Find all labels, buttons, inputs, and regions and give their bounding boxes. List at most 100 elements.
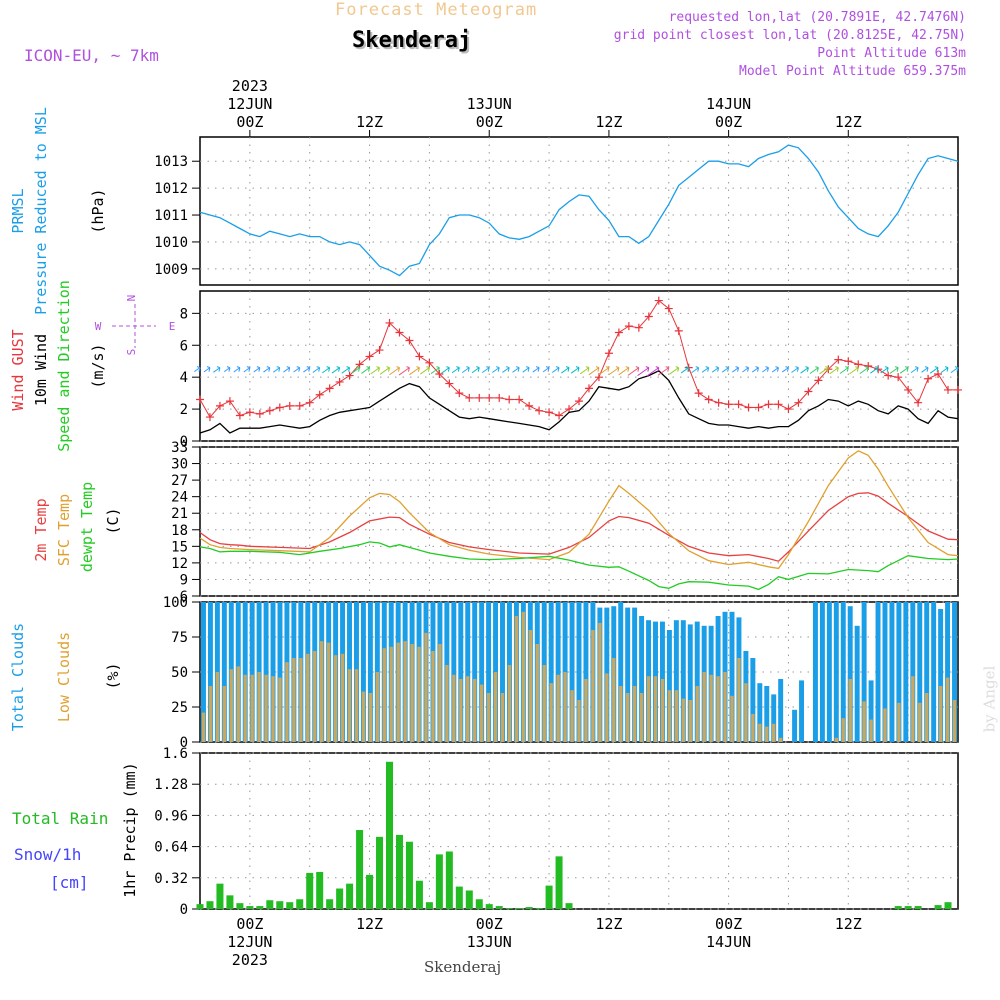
wind-direction-arrow bbox=[627, 366, 640, 376]
low-clouds-bar bbox=[257, 672, 261, 742]
low-clouds-bar bbox=[716, 676, 720, 742]
wind-direction-arrow bbox=[293, 366, 301, 373]
gust-point bbox=[934, 369, 943, 378]
rain-bar bbox=[455, 886, 463, 909]
precip-panel-frame bbox=[199, 752, 959, 910]
low-clouds-bar bbox=[674, 690, 679, 742]
low-clouds-bar bbox=[778, 737, 783, 742]
wind-direction-arrow bbox=[669, 366, 680, 375]
low-clouds-bar bbox=[514, 616, 519, 742]
gust-point bbox=[604, 349, 613, 358]
rain-bar bbox=[944, 902, 952, 909]
low-clouds-bar bbox=[445, 665, 449, 742]
gust-point bbox=[305, 398, 314, 407]
gust-point bbox=[425, 358, 434, 367]
wind-ytick-label: 6 bbox=[180, 338, 188, 354]
wind-direction-arrow bbox=[800, 366, 809, 374]
low-clouds-bar bbox=[584, 679, 588, 742]
precip-ytick-label: 0 bbox=[180, 902, 188, 918]
rain-bar bbox=[246, 906, 254, 909]
total-clouds-bar bbox=[847, 606, 853, 742]
total-clouds-bar bbox=[896, 602, 902, 742]
footer-location: Skenderaj bbox=[424, 958, 502, 976]
rain-bar bbox=[256, 906, 264, 909]
wind-direction-arrow bbox=[322, 366, 331, 374]
gust-point bbox=[614, 328, 623, 337]
total-clouds-bar bbox=[583, 602, 589, 742]
wind10-label: 10m Wind bbox=[32, 334, 50, 406]
gust-point bbox=[395, 328, 404, 337]
top-time-label: 13JUN bbox=[467, 95, 512, 113]
rain-bar bbox=[415, 880, 423, 909]
wind-direction-arrow bbox=[570, 366, 580, 374]
wind-direction-arrow bbox=[233, 366, 241, 373]
gust-point bbox=[275, 403, 284, 412]
gust-point bbox=[485, 393, 494, 402]
low-clouds-bar bbox=[918, 702, 922, 742]
gust-point bbox=[196, 395, 204, 404]
total-clouds-bar bbox=[771, 694, 777, 742]
gust-point bbox=[774, 400, 783, 409]
total-clouds-bar bbox=[729, 611, 735, 742]
low-clouds-bar bbox=[236, 666, 240, 742]
low-clouds-bar bbox=[507, 665, 512, 742]
gust-point bbox=[255, 409, 264, 418]
wind-direction-arrow bbox=[771, 366, 779, 373]
gust-point bbox=[884, 371, 893, 380]
wind-gust-label: Wind GUST bbox=[9, 329, 27, 410]
total-clouds-bar bbox=[875, 602, 881, 742]
bottom-time-label: 00Z bbox=[715, 915, 742, 933]
low-clouds-bar bbox=[403, 641, 407, 742]
rain-bar bbox=[505, 908, 513, 909]
total-clouds-bar bbox=[938, 609, 944, 742]
gust-point bbox=[644, 312, 653, 321]
total-clouds-bar bbox=[931, 602, 937, 742]
gust-point bbox=[814, 376, 823, 385]
gust-point bbox=[525, 401, 534, 410]
gust-point bbox=[654, 296, 663, 305]
wind-direction-arrow bbox=[751, 366, 760, 373]
wind-direction-arrow bbox=[691, 366, 700, 374]
total-clouds-label: Total Clouds bbox=[9, 623, 27, 731]
low-clouds-bar bbox=[869, 719, 873, 742]
wind-direction-arrow bbox=[512, 366, 520, 373]
rain-bar bbox=[216, 883, 224, 909]
wind-direction-arrow bbox=[370, 366, 381, 375]
wind-direction-arrow bbox=[657, 366, 670, 376]
temperature-ytick-label: 12 bbox=[171, 556, 188, 572]
snow-cm-label: [cm] bbox=[50, 873, 89, 892]
low-clouds-bar bbox=[632, 686, 637, 742]
wind-direction-arrow bbox=[389, 366, 400, 376]
dewpt-label: dewpt Temp bbox=[78, 482, 96, 572]
rain-bar bbox=[535, 908, 543, 909]
rain-bar bbox=[236, 903, 244, 909]
low-clouds-bar bbox=[215, 672, 220, 742]
low-clouds-bar bbox=[695, 686, 699, 742]
low-clouds-bar bbox=[285, 662, 289, 742]
clouds-ytick-label: 50 bbox=[171, 665, 188, 681]
low-clouds-bar bbox=[299, 658, 303, 742]
gust-point bbox=[634, 323, 643, 332]
low-clouds-bar bbox=[375, 672, 380, 742]
rain-bar bbox=[545, 885, 553, 909]
gust-point bbox=[325, 384, 334, 393]
precip-unit: 1hr Precip (mm) bbox=[121, 762, 139, 897]
low-clouds-bar bbox=[667, 690, 672, 742]
pressure-panel-frame bbox=[199, 136, 959, 286]
wind10-line bbox=[199, 370, 959, 434]
total-clouds-bar bbox=[618, 602, 624, 742]
top-time-label: 00Z bbox=[236, 113, 263, 131]
temperature-ytick-label: 33 bbox=[171, 440, 188, 456]
wind-direction-arrow bbox=[732, 366, 740, 373]
gust-point bbox=[475, 393, 484, 402]
total-clouds-bar bbox=[242, 602, 248, 742]
rain-bar bbox=[395, 834, 403, 909]
wind-direction-arrow bbox=[588, 366, 600, 376]
sfc-temp-line bbox=[199, 450, 959, 570]
low-clouds-bar bbox=[570, 690, 574, 742]
top-time-label: 12Z bbox=[595, 113, 622, 131]
clouds-unit: (%) bbox=[104, 662, 122, 689]
total-clouds-bar bbox=[764, 686, 770, 742]
rain-bar bbox=[196, 904, 204, 909]
gust-point bbox=[445, 379, 454, 388]
